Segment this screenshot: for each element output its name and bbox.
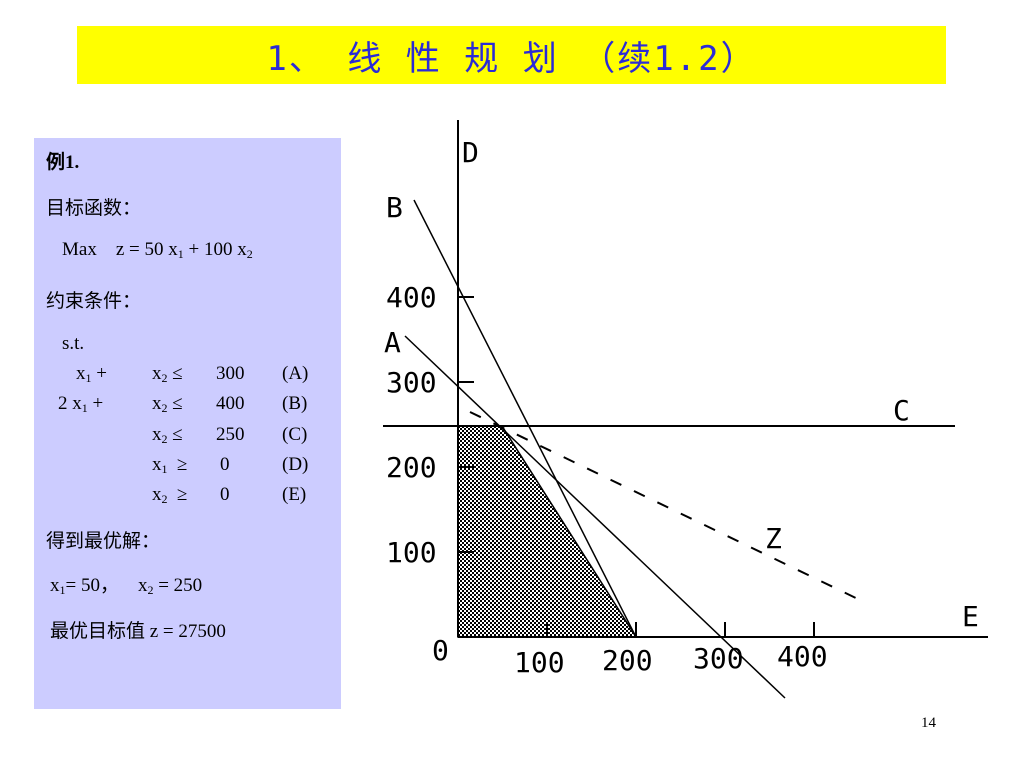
line-z [469, 411, 861, 601]
constraint-c-value: 250 [216, 424, 245, 445]
constraint-a-lhs: x1 + [76, 363, 107, 385]
x2-value: = 250 [158, 575, 203, 596]
constraint-c-rhs: x2 ≤ [152, 424, 183, 446]
constraint-b-rhs: x2 ≤ [152, 393, 183, 415]
y-tick-label-300: 300 [386, 366, 437, 399]
example-heading: 例1. [46, 152, 80, 173]
constraint-c-tag: (C) [282, 424, 308, 445]
constraint-d-value: 0 [220, 454, 230, 475]
constraints-label: 约束条件： [46, 291, 142, 312]
constraint-b-value: 400 [216, 393, 245, 414]
constraint-d-tag: (D) [282, 454, 309, 475]
x-tick-label-400: 400 [777, 640, 828, 673]
objective-label: 目标函数： [46, 198, 142, 219]
y-tick-label-100: 100 [386, 536, 437, 569]
x-tick-label-100: 100 [514, 646, 565, 679]
st-label: s.t. [62, 333, 85, 354]
objective-plus: + 100 x [183, 239, 247, 260]
y-tick-label-400: 400 [386, 281, 437, 314]
label-a: A [384, 326, 401, 359]
origin-label: 0 [432, 634, 449, 667]
label-d: D [462, 136, 479, 169]
title-bar: 1、 线 性 规 划 （续1.2） [77, 26, 946, 84]
example-panel: 例1. 目标函数： Max z = 50 x1 + 100 x2 约束条件： s… [34, 138, 341, 709]
constraint-a-rhs: x2 ≤ [152, 363, 183, 385]
constraint-b-lhs: 2 x1 + [58, 393, 104, 415]
x-tick-label-200: 200 [602, 644, 653, 677]
solution-values: x1= 50， x2 = 250 [50, 575, 203, 597]
constraint-e-value: 0 [220, 484, 230, 505]
objective-max: Max [62, 239, 97, 260]
label-c: C [893, 394, 910, 427]
label-b: B [386, 191, 403, 224]
constraint-d-rhs: x1 ≥ [152, 454, 188, 476]
y-tick-label-200: 200 [386, 451, 437, 484]
constraint-e-rhs: x2 ≥ [152, 484, 188, 506]
line-b [413, 199, 637, 638]
label-z: Z [765, 522, 782, 555]
line-a [404, 335, 786, 699]
optimal-value: 最优目标值 z = 27500 [50, 621, 226, 642]
page-number: 14 [921, 715, 936, 731]
objective-function: Max z = 50 x1 + 100 x2 [62, 239, 253, 261]
objective-z: z = 50 x [115, 239, 178, 260]
constraint-a-tag: (A) [282, 363, 309, 384]
slide-title: 1、 线 性 规 划 （续1.2） [266, 38, 757, 79]
solution-label: 得到最优解： [46, 531, 161, 552]
label-e: E [962, 600, 979, 633]
x-tick-label-300: 300 [693, 642, 744, 675]
x1-value: = 50， [65, 575, 119, 596]
constraint-e-tag: (E) [282, 484, 307, 505]
constraint-b-tag: (B) [282, 393, 308, 414]
constraint-a-value: 300 [216, 363, 245, 384]
